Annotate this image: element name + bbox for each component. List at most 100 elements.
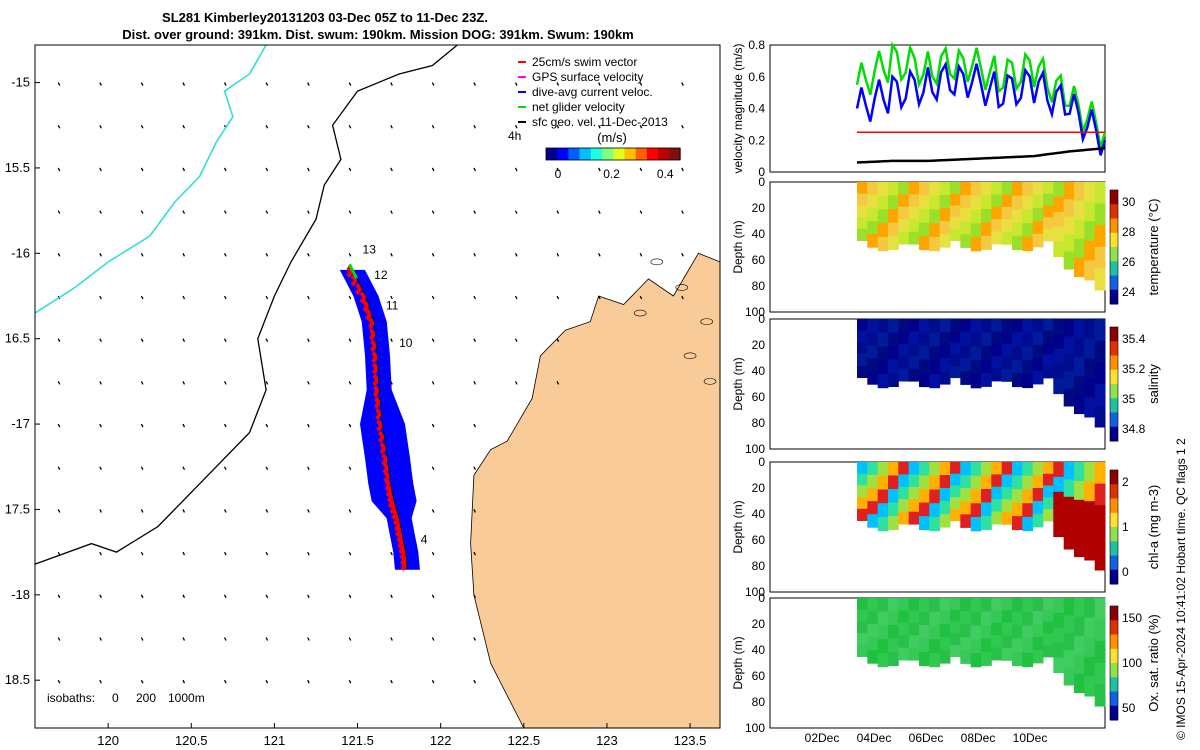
profile-cell xyxy=(950,485,961,498)
profile-cell xyxy=(929,489,941,504)
profile-cell xyxy=(867,501,879,515)
sfc-arrow xyxy=(265,594,269,599)
sfc-arrow xyxy=(348,594,352,599)
profile-cell xyxy=(929,611,941,626)
profile-colorbar-tick: 28 xyxy=(1122,225,1136,239)
sfc-arrow xyxy=(473,381,477,385)
profile-cell xyxy=(960,208,972,222)
profile-cell xyxy=(1063,531,1075,550)
profile-cell xyxy=(1084,637,1096,658)
x-tick-label: 121 xyxy=(264,733,286,748)
profile-cell xyxy=(1094,362,1106,385)
profile-cell xyxy=(991,598,1003,611)
colorbar-cell xyxy=(590,148,603,160)
sfc-arrow xyxy=(556,381,560,385)
profile-cell xyxy=(1094,462,1106,485)
profile-cell xyxy=(950,508,961,522)
profile-cell xyxy=(857,633,868,646)
colorbar-tick: 0.2 xyxy=(603,167,620,181)
swim-vector xyxy=(367,316,375,330)
profile-cell xyxy=(1084,240,1096,261)
sfc-arrow xyxy=(57,338,61,342)
sfc-arrow xyxy=(307,466,310,471)
profile-cell xyxy=(1012,222,1023,237)
sfc-arrow xyxy=(265,295,269,300)
island-2 xyxy=(700,318,713,325)
x-tick-label: 123.5 xyxy=(674,733,707,748)
sfc-arrow xyxy=(182,124,186,129)
profile-cell xyxy=(888,475,899,490)
profile-cell xyxy=(919,373,930,388)
swim-vector xyxy=(400,558,407,572)
profile-cell xyxy=(1084,338,1096,359)
profile-cell xyxy=(1063,667,1075,686)
sfc-arrow xyxy=(556,124,560,129)
dive-avg-current-band xyxy=(339,269,420,570)
profile-colorbar-cell xyxy=(1110,218,1118,234)
map-axis-ticks: 120 120.5 121 121.5 122 122.5 123 123.5-1515.5-… xyxy=(5,75,707,748)
profile-cell xyxy=(877,517,889,532)
time-tick-label: 10Dec xyxy=(1013,731,1048,745)
profile-cell xyxy=(898,331,910,345)
sfc-arrow xyxy=(598,124,601,129)
sfc-arrow xyxy=(57,679,61,684)
profile-cell xyxy=(919,319,930,333)
profile-cell xyxy=(950,621,961,634)
swim-vector xyxy=(377,430,385,443)
sfc-arrow xyxy=(140,637,144,641)
y-tick-label: -18 xyxy=(11,587,30,602)
sfc-arrow xyxy=(431,124,435,129)
profile-cell xyxy=(877,374,889,389)
profile-cell xyxy=(1022,346,1034,361)
sfc-arrow xyxy=(348,295,352,300)
profile-cell xyxy=(919,475,930,490)
sfc-arrow xyxy=(99,637,102,641)
sfc-arrow xyxy=(514,167,518,172)
profile-cell xyxy=(1084,358,1096,379)
profile-colorbar-tick: 24 xyxy=(1122,285,1136,299)
sfc-arrow xyxy=(348,124,352,129)
sfc-arrow xyxy=(223,551,227,556)
profile-cell xyxy=(1022,475,1034,490)
profile-colorbar-tick: 100 xyxy=(1122,656,1142,670)
time-tick-label: 04Dec xyxy=(857,731,892,745)
profile-cell xyxy=(898,486,910,500)
swim-vector xyxy=(371,351,378,364)
profile-cell xyxy=(1012,611,1023,626)
profile-cell xyxy=(1043,598,1054,611)
profile-cell xyxy=(929,209,941,224)
isobath-value-0: 0 xyxy=(112,691,119,705)
profile-colorbar-cell xyxy=(1110,426,1118,442)
sfc-arrow xyxy=(223,466,227,471)
profile-cell xyxy=(929,639,941,654)
profile-cell xyxy=(981,209,992,223)
profile-cell xyxy=(991,647,1003,661)
profile-ytick: 40 xyxy=(752,364,766,378)
profile-cell xyxy=(1012,598,1023,612)
profile-cell xyxy=(1001,368,1013,382)
profile-cell xyxy=(929,223,941,238)
legend-label: dive-avg current veloc. xyxy=(532,85,653,99)
velocity-ylabel: velocity magnitude (m/s) xyxy=(731,43,745,173)
profile-cell xyxy=(919,209,930,223)
sfc-arrow xyxy=(473,637,477,641)
profile-cell xyxy=(1084,182,1096,203)
profile-cell xyxy=(1094,619,1106,642)
profile-cell xyxy=(908,610,920,624)
profile-cell xyxy=(877,639,889,654)
profile-cell xyxy=(1043,193,1054,207)
profile-cell xyxy=(1074,182,1085,202)
isobath-value-1000: 1000m xyxy=(168,691,205,705)
profile-cell xyxy=(1001,319,1013,332)
profile-cell xyxy=(867,332,879,346)
sfc-arrow xyxy=(265,381,269,385)
profile-ylabel: Depth (m) xyxy=(731,357,745,410)
profile-colorbar-tick: 35.2 xyxy=(1122,362,1146,376)
profile-cell xyxy=(970,223,982,238)
profile-ytick: 0 xyxy=(758,591,765,605)
sfc-arrow xyxy=(223,338,227,342)
profile-cell xyxy=(877,223,889,238)
profile-cell xyxy=(1063,216,1075,235)
profile-cell xyxy=(929,462,941,477)
sfc-arrow xyxy=(182,381,186,385)
